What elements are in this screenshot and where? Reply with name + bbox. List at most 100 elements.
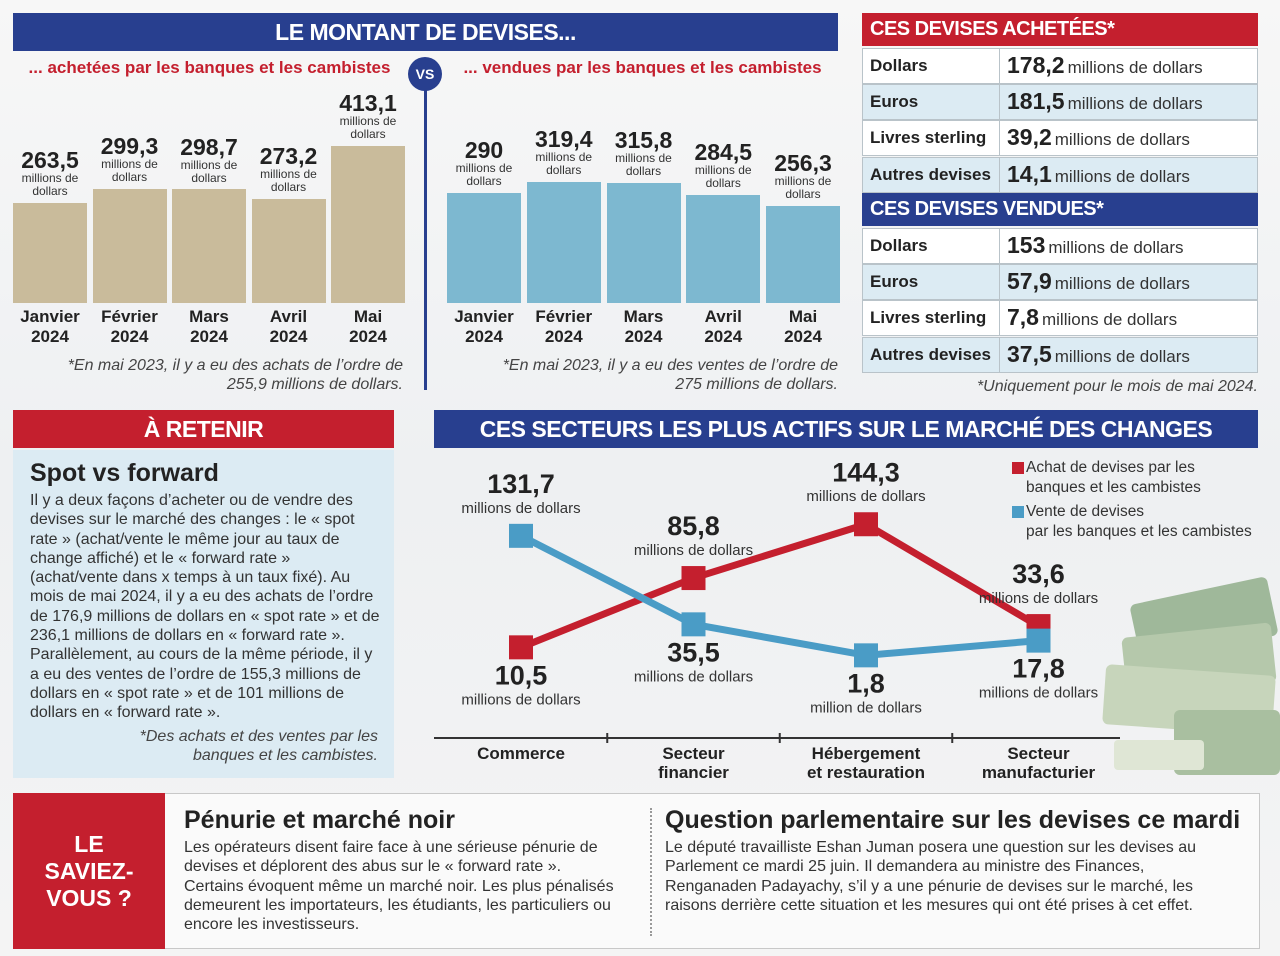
table-unit: millions de dollars <box>1054 274 1190 294</box>
x-tick-label: Commerce <box>477 744 565 763</box>
value-label: 298,7 <box>180 133 238 160</box>
value-unit: millions de dollars <box>774 173 832 201</box>
table-value: 57,9 <box>1007 268 1052 295</box>
bar <box>13 202 87 303</box>
table-header: CES DEVISES ACHETÉES* <box>862 13 1258 46</box>
x-tick-label: Mars 2024 <box>189 307 229 346</box>
value-label: 17,8 <box>1012 654 1065 684</box>
bar <box>172 189 246 303</box>
chart-note: *En mai 2023, il y a eu des ventes de l’… <box>502 357 838 393</box>
x-tick-label: Janvier 2024 <box>20 307 80 346</box>
table-cell-value: 39,2 millions de dollars <box>1007 124 1190 151</box>
table-cell-name: Autres devises <box>870 344 991 364</box>
table-row <box>862 300 1258 337</box>
table-unit: millions de dollars <box>1067 58 1203 77</box>
value-label: 299,3 <box>100 133 159 160</box>
value-label-group: 315,8 millions de dollars <box>595 128 693 178</box>
value-unit: million de dollars <box>810 699 922 716</box>
bar <box>331 146 405 303</box>
table-divider <box>999 84 1000 121</box>
main-header: LE MONTANT DE DEVISES... <box>13 13 838 51</box>
table-value: 14,1 <box>1007 160 1052 187</box>
divider <box>424 88 427 390</box>
value-label: 290 <box>464 136 504 163</box>
value-label: 1,8 <box>847 668 885 698</box>
legend-label: Achat de devises par les banques et les … <box>1026 459 1201 496</box>
x-tick-label: Secteur financier <box>658 744 729 782</box>
bar <box>766 205 840 303</box>
saviez-label: LE SAVIEZ- VOUS ? <box>13 793 165 949</box>
point-marker <box>681 612 706 637</box>
chart-title: ... achetées par les banques et les camb… <box>28 58 391 77</box>
value-unit: millions de dollars <box>694 162 752 190</box>
table-cell-name: Dollars <box>870 56 928 75</box>
bar <box>251 199 326 303</box>
value-label: 315,8 <box>614 127 673 153</box>
value-label-group: 299,3 millions de dollars <box>81 134 179 184</box>
value-label: 144,3 <box>832 457 900 487</box>
table-cell-value: 37,5 millions de dollars <box>1007 341 1190 368</box>
bar <box>686 194 761 303</box>
x-tick-label: Secteur manufacturier <box>981 744 1096 782</box>
table-cell-name: Dollars <box>870 236 928 255</box>
retenir-note: *Des achats et des ventes par les banque… <box>139 728 378 764</box>
table-row <box>862 48 1258 84</box>
value-unit: millions de dollars <box>535 149 593 177</box>
retenir-header: À RETENIR <box>13 410 394 448</box>
table-cell-value: 14,1 millions de dollars <box>1007 161 1190 188</box>
value-label: 319,4 <box>534 125 593 152</box>
table-divider <box>999 156 1000 193</box>
bar <box>447 192 521 303</box>
value-unit: millions de dollars <box>339 114 397 142</box>
table-cell-name: Autres devises <box>870 164 991 184</box>
value-label-group: 284,5 millions de dollars <box>674 140 772 190</box>
value-unit: millions de dollars <box>634 542 753 559</box>
table-divider <box>999 264 1000 301</box>
table-unit: millions de dollars <box>1054 166 1190 186</box>
chart-note: *En mai 2023, il y a eu des achats de l’… <box>67 357 403 393</box>
table-unit: millions de dollars <box>1041 310 1178 330</box>
table-cell-value: 178,2 millions de dollars <box>1007 52 1203 79</box>
table-row <box>862 156 1258 193</box>
value-label: 10,5 <box>495 660 548 690</box>
value-label-group: 263,5 millions de dollars <box>1 148 99 198</box>
point-marker <box>509 523 533 548</box>
table-cell-name: Euros <box>870 92 919 112</box>
table-cell-value: 153 millions de dollars <box>1007 232 1184 259</box>
legend-label: Vente de devises par les banques et les … <box>1026 503 1252 540</box>
legend-swatch <box>1012 462 1024 474</box>
point-marker <box>1026 628 1051 653</box>
x-tick-label: Février 2024 <box>535 307 593 346</box>
value-unit: millions de dollars <box>461 691 580 708</box>
value-unit: millions de dollars <box>461 500 580 517</box>
value-unit: millions de dollars <box>979 590 1098 607</box>
table-row <box>862 336 1258 373</box>
article-text: Les opérateurs disent faire face à une s… <box>184 839 614 934</box>
table-cell-name: Livres sterling <box>870 308 987 328</box>
value-unit: millions de dollars <box>806 488 925 505</box>
table-row <box>862 228 1258 264</box>
x-tick-label: Janvier 2024 <box>454 307 514 346</box>
value-label: 413,1 <box>339 90 397 117</box>
value-label-group: 290 millions de dollars <box>435 138 533 188</box>
retenir-text: Il y a deux façons d’acheter ou de vendr… <box>30 492 380 722</box>
value-unit: millions de dollars <box>455 160 513 188</box>
value-label: 35,5 <box>667 637 720 667</box>
x-tick-label: Février 2024 <box>101 307 158 346</box>
table-row <box>862 120 1258 157</box>
table-unit: millions de dollars <box>1054 130 1190 150</box>
table-value: 7,8 <box>1007 304 1039 331</box>
table-value: 153 <box>1007 232 1046 258</box>
x-tick-label: Avril 2024 <box>704 307 743 346</box>
table-unit: millions de dollars <box>1067 94 1203 114</box>
table-divider <box>999 48 1000 84</box>
point-marker <box>854 512 878 537</box>
bar <box>526 181 601 303</box>
series-line <box>519 520 1041 651</box>
value-label: 263,5 <box>21 146 79 173</box>
x-tick-label: Mars 2024 <box>623 307 664 346</box>
point-marker <box>509 635 533 660</box>
table-unit: millions de dollars <box>1048 238 1184 257</box>
